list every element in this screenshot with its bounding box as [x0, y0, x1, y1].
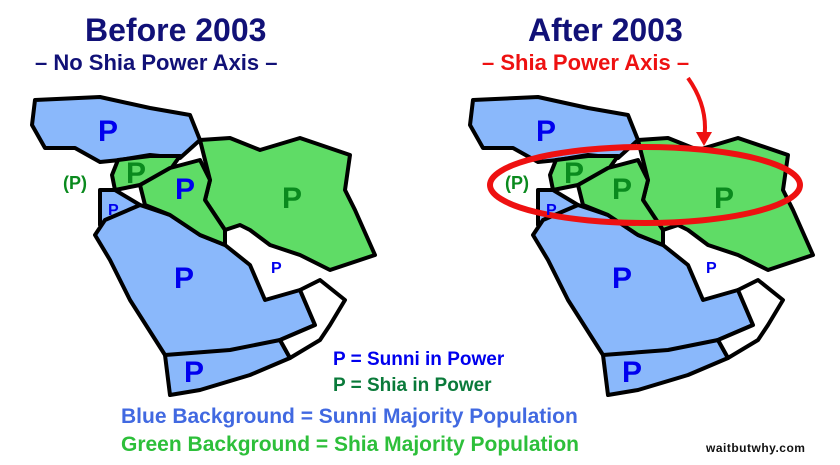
- label-gulf-before: P: [271, 260, 282, 277]
- legend-shia-power: P = Shia in Power: [333, 375, 492, 396]
- red-arrowhead: [696, 132, 712, 146]
- after-title: After 2003: [528, 12, 683, 48]
- legend-blue-background: Blue Background = Sunni Majority Populat…: [121, 405, 578, 428]
- label-lebanon-after: (P): [505, 173, 529, 193]
- label-saudi-after: P: [612, 262, 633, 295]
- label-iraq-before: P: [175, 173, 196, 206]
- after-subtitle: – Shia Power Axis –: [482, 50, 690, 75]
- before-title: Before 2003: [85, 12, 267, 48]
- label-saudi-before: P: [174, 262, 195, 295]
- label-jordan-before: P: [108, 202, 119, 219]
- label-lebanon-before: (P): [63, 173, 87, 193]
- label-turkey-after: P: [536, 115, 557, 148]
- shia-axis-ellipse: [487, 144, 803, 226]
- label-iran-after: P: [714, 182, 735, 215]
- iraq-before: [138, 158, 227, 247]
- credit: waitbutwhy.com: [706, 441, 806, 455]
- label-iraq-after: P: [612, 173, 633, 206]
- red-arrow: [686, 76, 707, 141]
- label-gulf-after: P: [706, 260, 717, 277]
- label-turkey-before: P: [98, 115, 119, 148]
- label-iran-before: P: [282, 182, 303, 215]
- label-yemen-after: P: [622, 356, 643, 389]
- label-syria-after: P: [564, 157, 585, 190]
- legend-sunni-power: P = Sunni in Power: [333, 349, 505, 370]
- label-jordan-after: P: [546, 202, 557, 219]
- after-map: [468, 95, 815, 397]
- before-map: [30, 95, 377, 397]
- label-syria-before: P: [126, 157, 147, 190]
- before-subtitle: – No Shia Power Axis –: [35, 50, 278, 75]
- label-yemen-before: P: [184, 356, 205, 389]
- legend-green-background: Green Background = Shia Majority Populat…: [121, 433, 579, 456]
